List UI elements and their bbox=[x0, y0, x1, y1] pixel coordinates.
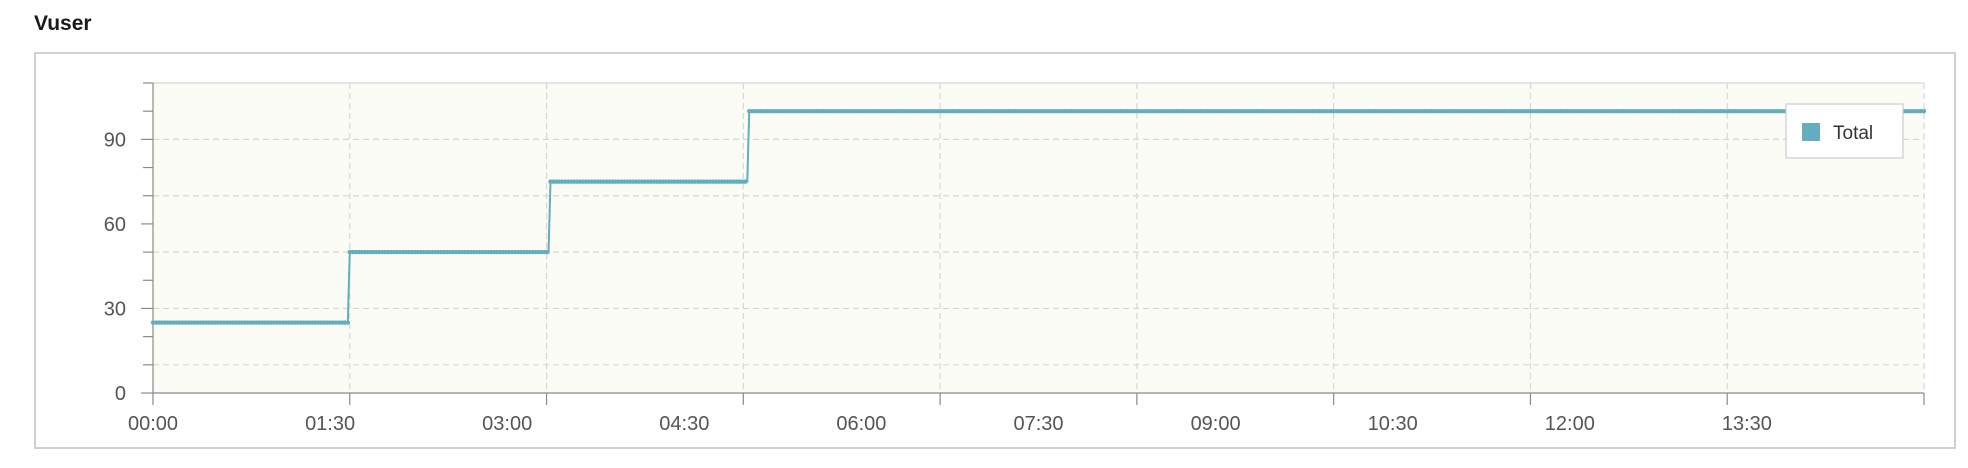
y-tick-label: 60 bbox=[104, 214, 126, 236]
legend-swatch bbox=[1802, 123, 1820, 141]
x-tick-label: 10:30 bbox=[1368, 413, 1418, 435]
chart-title: Vuser bbox=[34, 12, 92, 35]
axes: 0 30 60 90 00:00 01:30 03:00 04:30 06:00 07:30 09:… bbox=[104, 82, 1925, 435]
legend-label: Total bbox=[1833, 123, 1873, 144]
y-tick-label: 0 bbox=[115, 383, 126, 405]
plot-area bbox=[153, 83, 1924, 393]
x-tick-label: 09:00 bbox=[1191, 413, 1241, 435]
x-tick-label: 12:00 bbox=[1545, 413, 1595, 435]
x-tick-label: 01:30 bbox=[305, 413, 355, 435]
legend: Total bbox=[1785, 103, 1904, 159]
series-point bbox=[345, 320, 351, 325]
y-tick-label: 90 bbox=[104, 129, 126, 151]
x-tick-label: 03:00 bbox=[482, 413, 532, 435]
y-tick-label: 30 bbox=[104, 298, 126, 320]
series-point bbox=[545, 249, 550, 255]
x-tick-label: 04:30 bbox=[659, 413, 709, 435]
grid-lines bbox=[153, 82, 1925, 393]
series-line-total bbox=[153, 110, 1924, 324]
x-tick-label: 13:30 bbox=[1722, 413, 1772, 435]
x-tick-label: 00:00 bbox=[128, 413, 178, 435]
x-tick-label: 07:30 bbox=[1013, 413, 1063, 435]
series-layer bbox=[150, 108, 1927, 325]
x-tick-label: 06:00 bbox=[836, 413, 886, 435]
series-point bbox=[743, 179, 748, 184]
series-point bbox=[1921, 108, 1927, 114]
